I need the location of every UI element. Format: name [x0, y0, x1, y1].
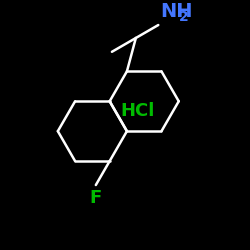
Text: F: F — [90, 189, 102, 207]
Text: NH: NH — [160, 2, 193, 21]
Text: 2: 2 — [178, 10, 188, 24]
Text: HCl: HCl — [120, 102, 155, 120]
